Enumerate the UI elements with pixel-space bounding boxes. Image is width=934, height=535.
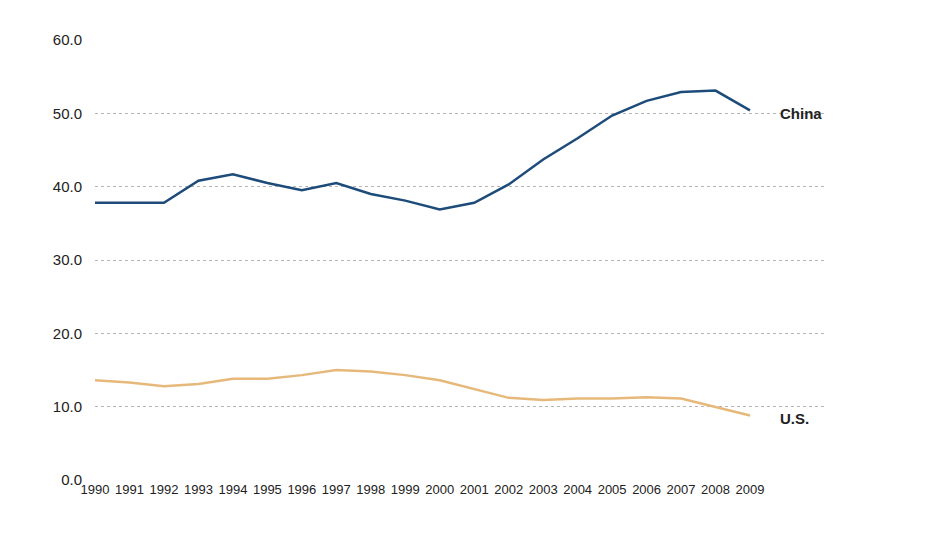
svg-text:1996: 1996	[287, 482, 316, 497]
svg-text:2002: 2002	[494, 482, 523, 497]
svg-text:U.S.: U.S.	[780, 410, 809, 427]
svg-text:2001: 2001	[460, 482, 489, 497]
svg-text:1997: 1997	[322, 482, 351, 497]
svg-text:2003: 2003	[529, 482, 558, 497]
svg-text:40.0: 40.0	[53, 178, 82, 195]
svg-text:50.0: 50.0	[53, 105, 82, 122]
svg-text:China: China	[780, 105, 822, 122]
svg-text:2004: 2004	[563, 482, 592, 497]
svg-text:1995: 1995	[253, 482, 282, 497]
svg-text:1994: 1994	[218, 482, 247, 497]
svg-text:20.0: 20.0	[53, 325, 82, 342]
svg-text:2005: 2005	[598, 482, 627, 497]
svg-text:2000: 2000	[425, 482, 454, 497]
svg-text:2007: 2007	[667, 482, 696, 497]
svg-text:2009: 2009	[736, 482, 765, 497]
svg-text:1999: 1999	[391, 482, 420, 497]
svg-text:2006: 2006	[632, 482, 661, 497]
svg-text:10.0: 10.0	[53, 398, 82, 415]
svg-text:1998: 1998	[356, 482, 385, 497]
svg-text:60.0: 60.0	[53, 31, 82, 48]
svg-text:2008: 2008	[701, 482, 730, 497]
svg-text:1991: 1991	[115, 482, 144, 497]
svg-text:1993: 1993	[184, 482, 213, 497]
svg-text:1992: 1992	[149, 482, 178, 497]
svg-text:1990: 1990	[81, 482, 110, 497]
svg-text:0.0: 0.0	[61, 471, 82, 488]
svg-text:30.0: 30.0	[53, 251, 82, 268]
